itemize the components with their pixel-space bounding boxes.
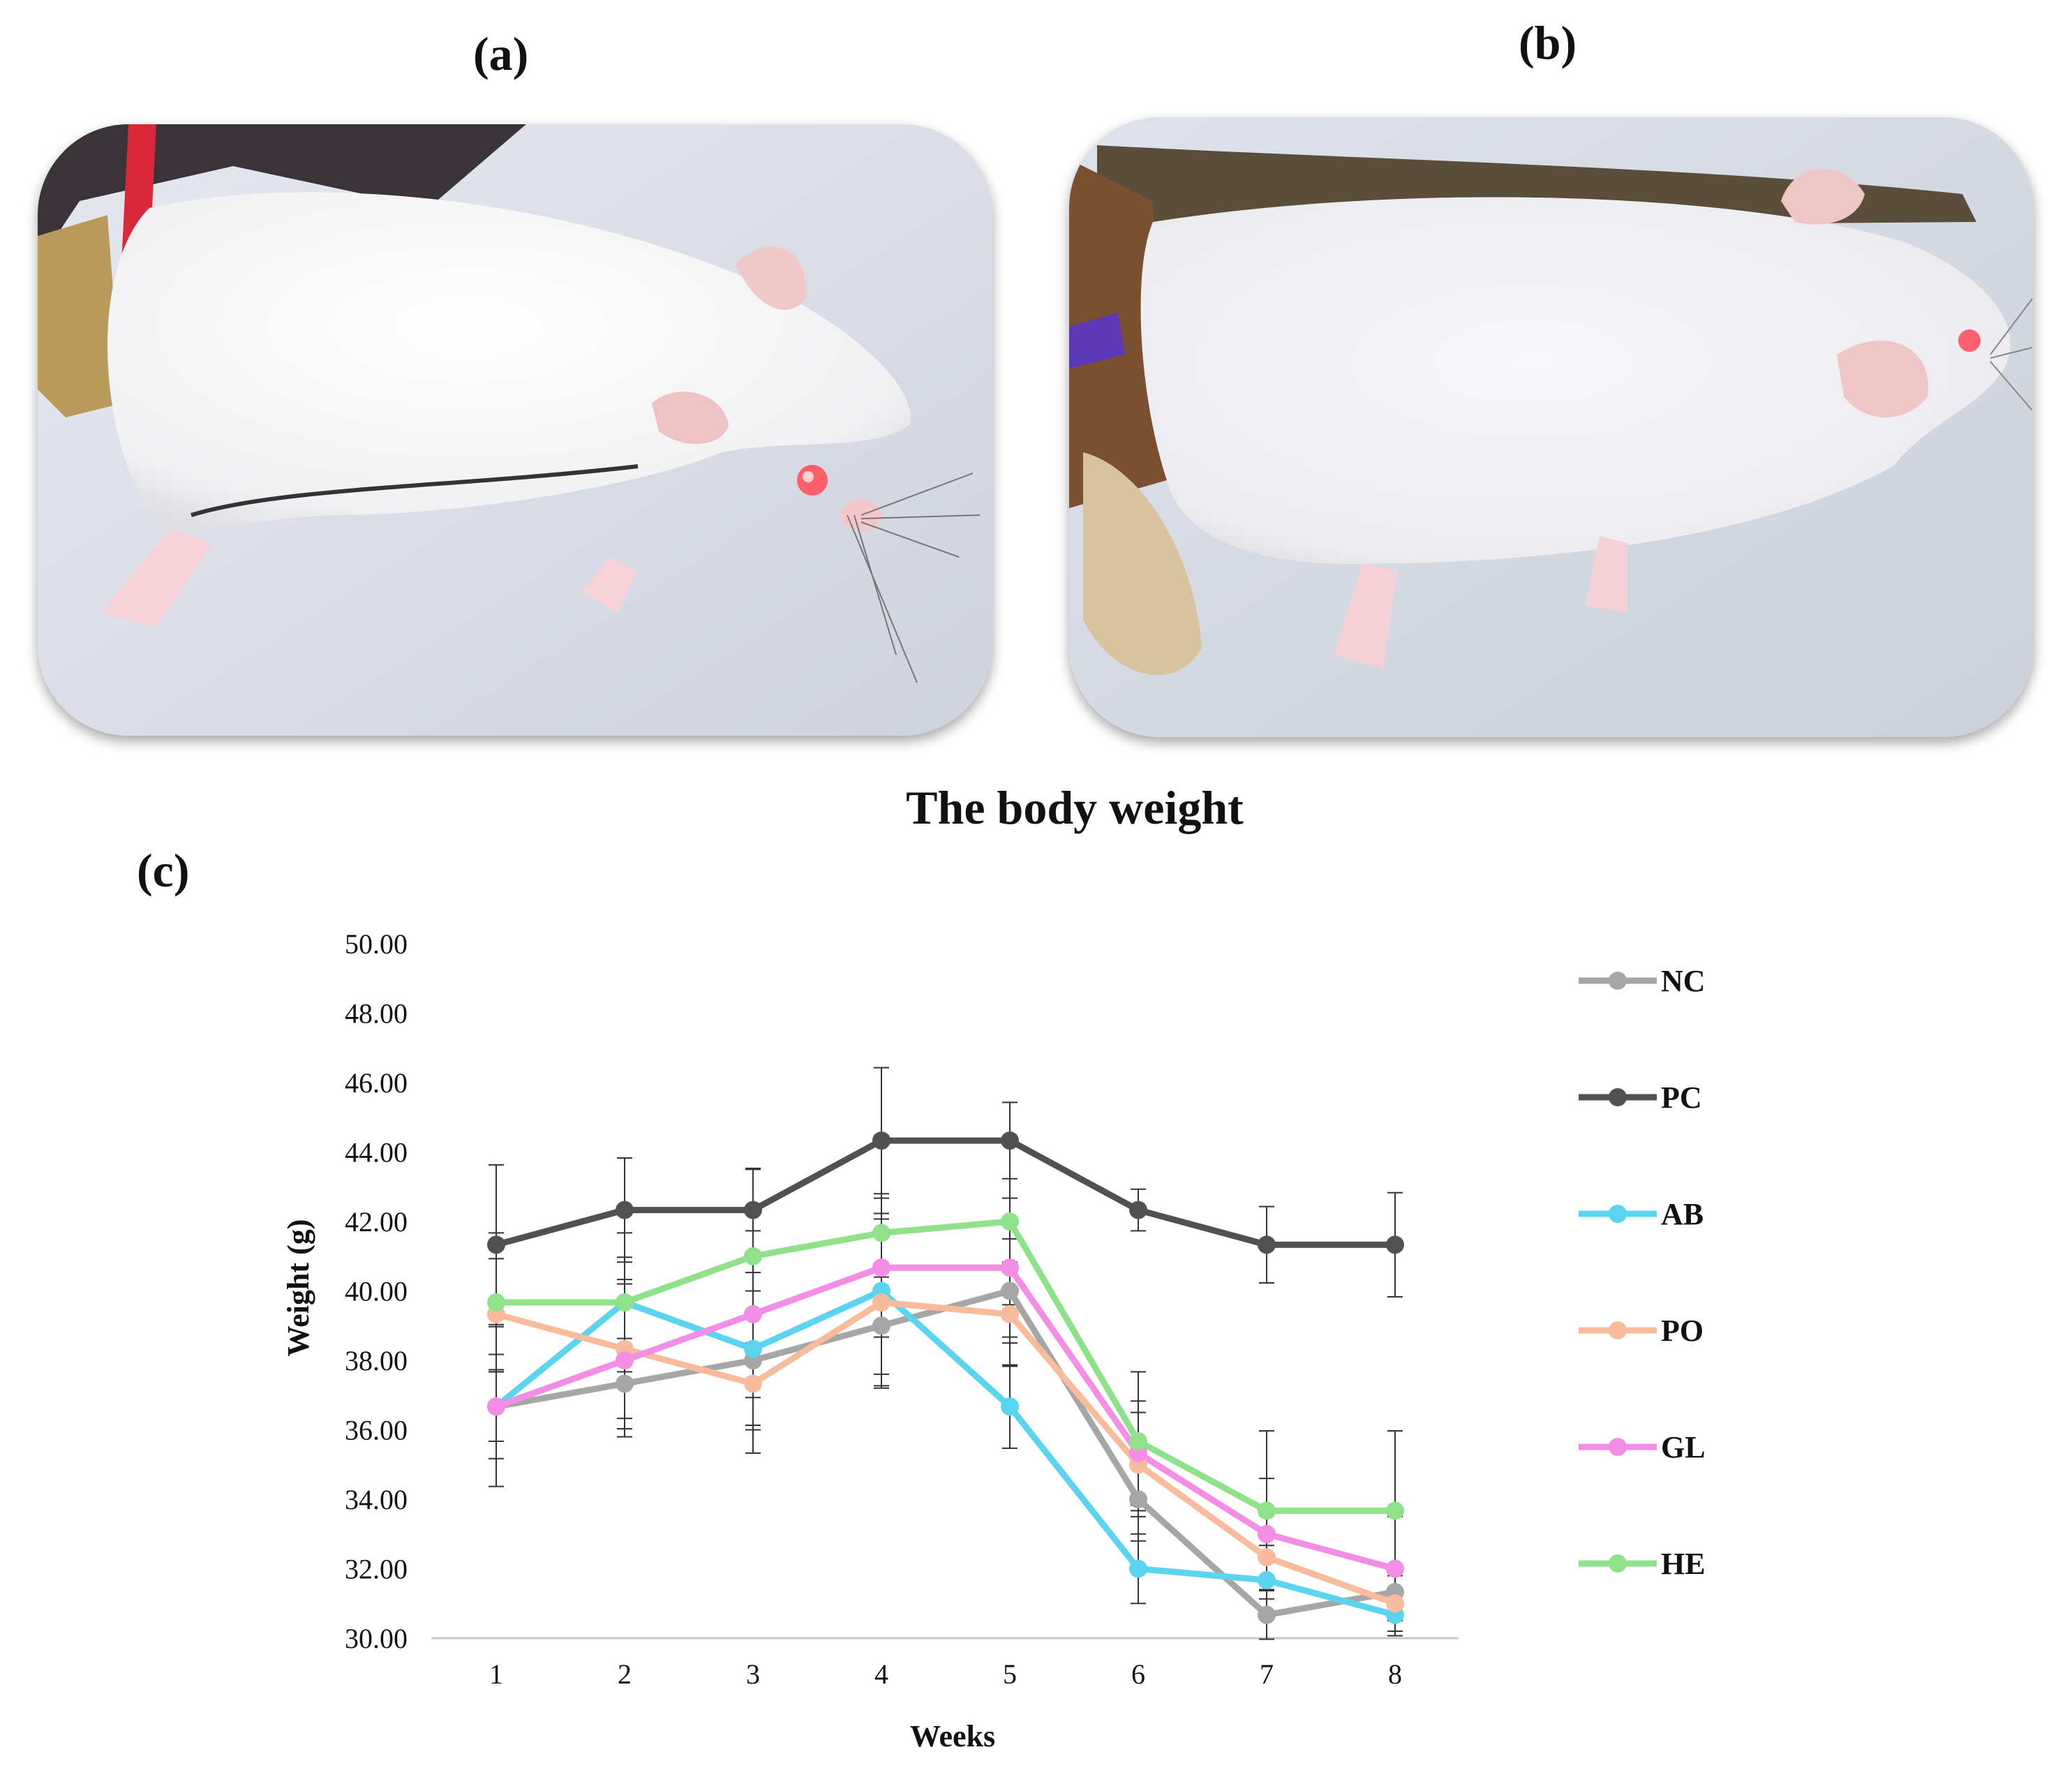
legend-item-po: PO	[1579, 1314, 1704, 1348]
x-tick-label: 8	[1388, 1658, 1402, 1690]
legend-item-gl: GL	[1579, 1430, 1706, 1464]
x-axis-title: Weeks	[910, 1719, 995, 1753]
y-tick-label: 40.00	[345, 1276, 408, 1307]
legend-item-he: HE	[1579, 1547, 1706, 1581]
y-tick-label: 38.00	[345, 1345, 408, 1376]
data-point-nc	[1258, 1605, 1276, 1624]
y-tick-label: 42.00	[345, 1206, 408, 1238]
series-line-nc	[495, 1288, 1396, 1619]
x-tick-label: 1	[489, 1658, 503, 1690]
data-point-pc	[1129, 1201, 1147, 1219]
y-axis-title: Weight (g)	[281, 1219, 315, 1357]
data-point-nc	[616, 1374, 634, 1393]
x-tick-label: 4	[874, 1658, 888, 1690]
y-tick-label: 48.00	[345, 998, 408, 1030]
data-point-pc	[487, 1235, 505, 1254]
chart-title: The body weight	[906, 781, 1244, 834]
data-point-he	[1129, 1432, 1147, 1450]
rat-photo-b	[1069, 117, 2034, 737]
data-point-pc	[1001, 1131, 1019, 1150]
data-point-nc	[872, 1316, 890, 1335]
data-point-he	[1386, 1501, 1404, 1520]
y-tick-label: 34.00	[345, 1484, 408, 1515]
data-point-nc	[1001, 1282, 1019, 1300]
y-tick-label: 36.00	[345, 1415, 408, 1446]
y-tick-label: 46.00	[345, 1067, 408, 1099]
series-line-ab	[494, 1288, 1396, 1619]
series-line-gl	[495, 1264, 1396, 1572]
data-point-pc	[616, 1201, 634, 1219]
legend-marker	[1609, 1554, 1627, 1573]
x-tick-label: 2	[618, 1658, 632, 1690]
y-tick-label: 50.00	[345, 928, 408, 960]
legend-label: GL	[1661, 1430, 1706, 1464]
y-tick-label: 44.00	[345, 1137, 408, 1168]
panel-label-c: (c)	[137, 844, 190, 897]
data-point-po	[872, 1293, 890, 1312]
legend-item-nc: NC	[1579, 964, 1706, 998]
legend-marker	[1609, 1088, 1627, 1106]
data-point-po	[1001, 1305, 1019, 1323]
data-point-pc	[872, 1131, 890, 1150]
x-tick-label: 5	[1003, 1658, 1017, 1690]
data-point-ab	[1001, 1397, 1019, 1416]
data-point-po	[744, 1374, 762, 1393]
white-rat-photo-bloated-icon	[1069, 117, 2034, 737]
data-point-ab	[1129, 1559, 1147, 1578]
data-point-he	[616, 1293, 634, 1312]
series-line-he	[496, 1218, 1395, 1514]
series-line-pc	[495, 1137, 1395, 1248]
legend-label: AB	[1661, 1197, 1704, 1231]
data-point-he	[744, 1247, 762, 1265]
white-rat-photo-icon	[38, 124, 992, 736]
y-tick-label: 30.00	[345, 1623, 408, 1654]
data-point-he	[1001, 1212, 1019, 1231]
legend-label: PO	[1661, 1314, 1704, 1348]
y-tick-label: 32.00	[345, 1554, 408, 1585]
legend-label: PC	[1661, 1080, 1702, 1115]
data-point-he	[487, 1293, 505, 1312]
data-point-ab	[744, 1339, 762, 1358]
panel-label-b: (b)	[1519, 16, 1577, 69]
legend-marker	[1609, 1205, 1627, 1223]
data-point-gl	[487, 1397, 505, 1416]
rat-photo-a	[38, 124, 992, 736]
data-point-pc	[744, 1201, 762, 1219]
legend-marker	[1609, 1321, 1627, 1339]
data-point-gl	[1386, 1559, 1404, 1578]
data-point-he	[1258, 1501, 1276, 1520]
legend-marker	[1609, 972, 1627, 990]
data-point-ab	[1258, 1570, 1276, 1589]
legend-label: NC	[1661, 964, 1706, 998]
data-point-gl	[616, 1351, 634, 1369]
x-tick-label: 3	[746, 1658, 760, 1690]
data-point-po	[1386, 1594, 1404, 1613]
legend-item-pc: PC	[1579, 1080, 1702, 1115]
data-point-pc	[1386, 1235, 1404, 1254]
x-tick-label: 7	[1260, 1658, 1274, 1690]
data-point-gl	[744, 1305, 762, 1323]
data-point-gl	[1258, 1524, 1276, 1543]
legend-marker	[1609, 1438, 1627, 1456]
data-point-po	[1258, 1548, 1276, 1567]
legend-item-ab: AB	[1579, 1197, 1704, 1231]
data-point-he	[872, 1224, 890, 1242]
legend-label: HE	[1661, 1547, 1706, 1581]
panel-label-a: (a)	[473, 27, 529, 80]
data-point-gl	[1001, 1258, 1019, 1277]
data-point-gl	[872, 1258, 890, 1277]
x-tick-label: 6	[1131, 1658, 1145, 1690]
data-point-pc	[1258, 1235, 1276, 1254]
data-point-nc	[1129, 1490, 1147, 1508]
